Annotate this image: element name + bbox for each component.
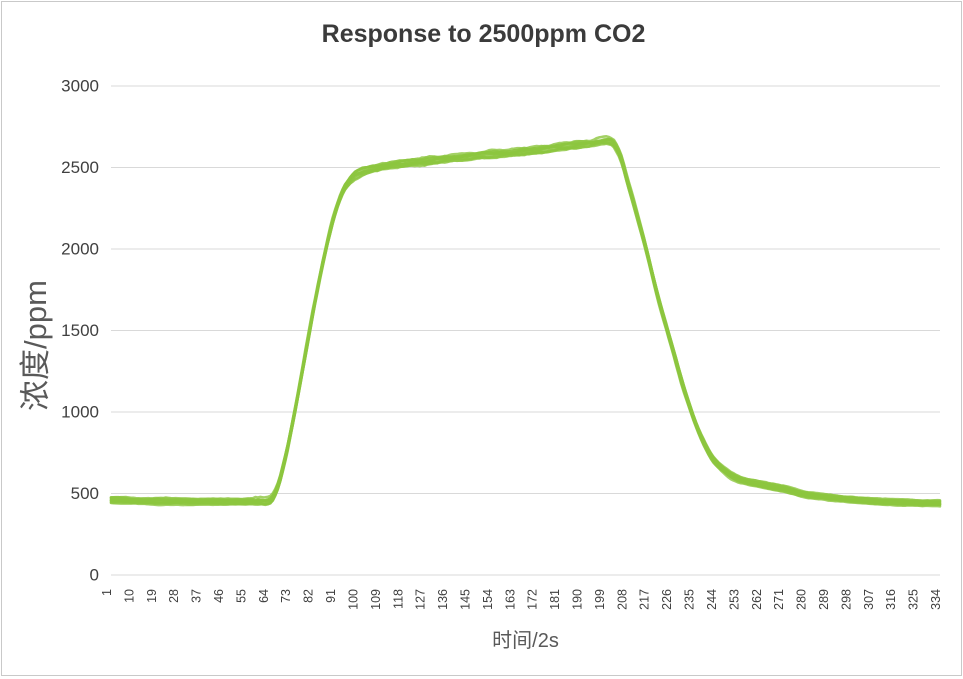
- svg-text:190: 190: [571, 589, 585, 610]
- svg-text:500: 500: [71, 484, 99, 503]
- svg-text:64: 64: [257, 589, 271, 603]
- svg-text:127: 127: [414, 589, 428, 610]
- svg-text:73: 73: [279, 589, 293, 603]
- svg-text:136: 136: [436, 589, 450, 610]
- svg-text:118: 118: [391, 589, 405, 609]
- svg-text:226: 226: [660, 589, 674, 610]
- svg-text:307: 307: [862, 589, 876, 610]
- svg-text:154: 154: [481, 589, 495, 610]
- svg-text:19: 19: [145, 589, 159, 603]
- svg-text:235: 235: [683, 589, 697, 610]
- svg-text:325: 325: [907, 589, 921, 610]
- svg-text:1500: 1500: [61, 321, 99, 340]
- svg-text:208: 208: [615, 589, 629, 610]
- svg-text:91: 91: [324, 589, 338, 603]
- svg-text:289: 289: [817, 589, 831, 610]
- svg-text:55: 55: [234, 589, 248, 603]
- svg-text:37: 37: [190, 589, 204, 603]
- svg-text:10: 10: [122, 589, 136, 603]
- svg-text:280: 280: [795, 589, 809, 610]
- svg-text:145: 145: [458, 589, 472, 610]
- svg-text:46: 46: [212, 589, 226, 603]
- svg-text:181: 181: [548, 589, 562, 610]
- svg-text:217: 217: [638, 589, 652, 610]
- svg-text:253: 253: [727, 589, 741, 610]
- svg-text:100: 100: [346, 589, 360, 610]
- svg-text:271: 271: [772, 589, 786, 610]
- svg-text:109: 109: [369, 589, 383, 610]
- svg-text:172: 172: [526, 589, 540, 610]
- svg-text:2000: 2000: [61, 240, 99, 259]
- svg-text:163: 163: [503, 589, 517, 610]
- svg-text:1: 1: [100, 589, 114, 596]
- svg-text:1000: 1000: [61, 403, 99, 422]
- svg-text:28: 28: [167, 589, 181, 603]
- svg-text:199: 199: [593, 589, 607, 610]
- svg-text:334: 334: [929, 589, 943, 610]
- svg-text:82: 82: [302, 589, 316, 603]
- svg-text:244: 244: [705, 589, 719, 610]
- svg-text:316: 316: [884, 589, 898, 610]
- svg-text:3000: 3000: [61, 77, 99, 96]
- svg-text:298: 298: [839, 589, 853, 610]
- svg-text:262: 262: [750, 589, 764, 610]
- svg-text:0: 0: [90, 566, 99, 585]
- svg-text:2500: 2500: [61, 158, 99, 177]
